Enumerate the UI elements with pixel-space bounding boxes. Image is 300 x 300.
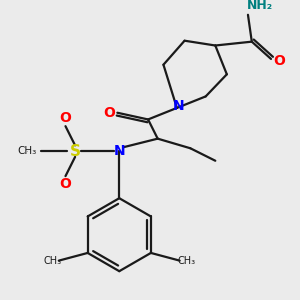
Text: CH₃: CH₃ xyxy=(17,146,37,156)
Text: NH₂: NH₂ xyxy=(246,0,272,12)
Text: N: N xyxy=(113,144,125,158)
Text: O: O xyxy=(60,177,71,191)
Text: S: S xyxy=(70,144,81,159)
Text: S: S xyxy=(27,151,28,152)
Text: O: O xyxy=(60,112,71,125)
Text: N: N xyxy=(173,99,184,113)
Text: CH₃: CH₃ xyxy=(43,256,61,266)
Text: O: O xyxy=(274,54,286,68)
Text: O: O xyxy=(103,106,115,120)
Text: CH₃: CH₃ xyxy=(177,256,196,266)
